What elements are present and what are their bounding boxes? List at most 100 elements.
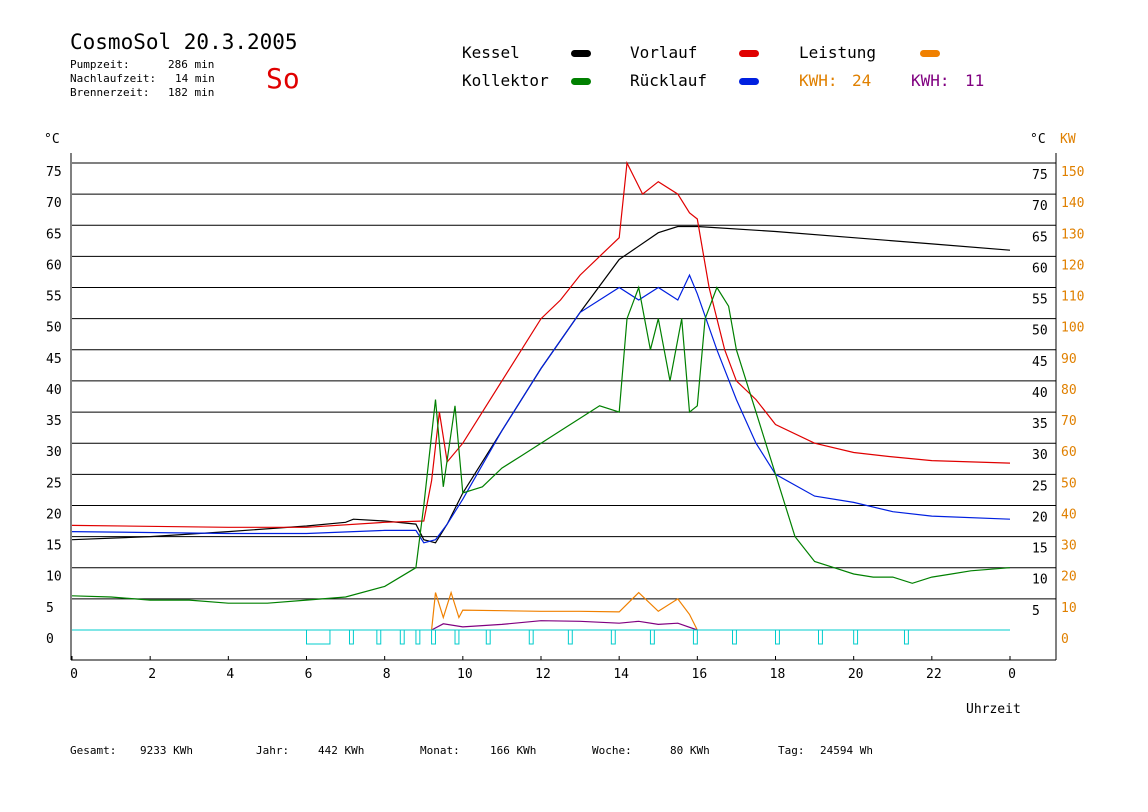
pump-pulse <box>567 630 573 645</box>
legend-kwh-orange-label: KWH: <box>799 71 838 90</box>
y-tick-label-left: 65 <box>46 227 62 242</box>
footer-tag-label: Tag: <box>778 744 805 757</box>
y-tick-label-right-temp: 20 <box>1032 510 1048 525</box>
legend-vorlauf-swatch <box>739 50 759 57</box>
legend-kessel-label: Kessel <box>462 43 520 62</box>
x-tick-label: 8 <box>383 667 391 682</box>
y-tick-label-right-temp: 75 <box>1032 168 1048 183</box>
pumpzeit-label: Pumpzeit: <box>70 58 130 71</box>
x-tick-label: 16 <box>692 667 708 682</box>
y-tick-label-right-temp: 35 <box>1032 417 1048 432</box>
y2-tick-label: 100 <box>1061 321 1084 336</box>
y2-tick-label: 40 <box>1061 507 1077 522</box>
y-tick-label-left: 15 <box>46 539 62 554</box>
y-tick-label-right-temp: 5 <box>1032 604 1040 619</box>
vorlauf-line <box>71 160 1011 528</box>
footer-jahr-label: Jahr: <box>256 744 290 757</box>
y-tick-label-right-temp: 15 <box>1032 542 1048 557</box>
y-axis-right-power-unit: KW <box>1060 132 1076 147</box>
y-tick-label-right-temp: 70 <box>1032 199 1048 214</box>
footer-monat-label: Monat: <box>420 744 460 757</box>
leistung-line <box>431 590 698 631</box>
grid-lines <box>72 162 1056 600</box>
y-tick-label-right-temp: 30 <box>1032 448 1048 463</box>
y-tick-label-right-temp: 40 <box>1032 386 1048 401</box>
r-cklauf-line <box>71 273 1011 544</box>
x-tick-label: 4 <box>226 667 234 682</box>
pump-pulse <box>528 630 534 645</box>
y-tick-label-left: 45 <box>46 352 62 367</box>
pump-pulse <box>348 630 354 645</box>
footer-woche-value: 80 KWh <box>670 744 710 757</box>
y2-tick-label: 60 <box>1061 445 1077 460</box>
day-symbol: So <box>266 62 300 95</box>
kessel-line <box>71 225 1011 544</box>
y-tick-label-right-temp: 60 <box>1032 261 1048 276</box>
pump-pulse <box>415 630 421 645</box>
y2-tick-label: 10 <box>1061 601 1077 616</box>
y2-tick-label: 110 <box>1061 290 1084 305</box>
y-tick-label-left: 0 <box>46 632 54 647</box>
y-tick-label-left: 30 <box>46 445 62 460</box>
pump-pulse <box>610 630 616 645</box>
pump-pulse <box>454 630 460 645</box>
y-tick-label-left: 5 <box>46 601 54 616</box>
y2-tick-label: 20 <box>1061 570 1077 585</box>
pump-pulse <box>775 630 780 645</box>
pump-pulse <box>732 630 737 645</box>
kollektor-line <box>71 285 1011 604</box>
y-tick-label-left: 10 <box>46 570 62 585</box>
footer-gesamt-label: Gesamt: <box>70 744 117 757</box>
legend-leistung-label: Leistung <box>799 43 877 62</box>
y2-tick-label: 0 <box>1061 632 1069 647</box>
series-lines <box>71 160 1011 645</box>
y2-tick-label: 120 <box>1061 258 1084 273</box>
legend-kwh-purple-label: KWH: <box>911 71 950 90</box>
x-tick-label: 12 <box>535 667 551 682</box>
tick-labels: 0 2 4 6 8 10 12 14 16 18 20 22 005101520253035404550… <box>46 165 1084 682</box>
footer-woche-label: Woche: <box>592 744 632 757</box>
x-tick-label: 0 <box>70 667 78 682</box>
legend-kessel-swatch <box>571 50 591 57</box>
y-tick-label-right-temp: 45 <box>1032 355 1048 370</box>
pump-pulse <box>399 630 405 645</box>
legend-kwh-orange-value: 24 <box>852 71 872 90</box>
y2-tick-label: 30 <box>1061 539 1077 554</box>
y-tick-label-left: 50 <box>46 321 62 336</box>
y2-tick-label: 50 <box>1061 476 1077 491</box>
pump-pulse <box>485 630 491 645</box>
y-tick-label-right-temp: 65 <box>1032 230 1048 245</box>
x-tick-label: 14 <box>613 667 629 682</box>
legend-ruecklauf-swatch <box>739 78 759 85</box>
footer-monat-value: 166 KWh <box>490 744 537 757</box>
footer-tag-value: 24594 Wh <box>820 744 873 757</box>
x-axis-label: Uhrzeit <box>966 702 1021 717</box>
y2-tick-label: 80 <box>1061 383 1077 398</box>
brennerzeit-value: 182 min <box>168 86 215 99</box>
y-tick-label-left: 60 <box>46 258 62 273</box>
y2-tick-label: 70 <box>1061 414 1077 429</box>
y2-tick-label: 150 <box>1061 165 1084 180</box>
footer-gesamt-value: 9233 KWh <box>140 744 193 757</box>
series-5-line <box>431 620 698 631</box>
pump-pulse <box>692 630 698 645</box>
y-axis-right-temp-unit: °C <box>1030 132 1046 147</box>
axes <box>70 153 1057 661</box>
y-tick-label-right-temp: 55 <box>1032 293 1048 308</box>
x-tick-label: 10 <box>457 667 473 682</box>
legend-leistung-swatch <box>920 50 940 57</box>
y-tick-label-left: 75 <box>46 165 62 180</box>
y-tick-label-right-temp: 25 <box>1032 479 1048 494</box>
y-tick-label-left: 20 <box>46 507 62 522</box>
y-tick-label-right-temp: 10 <box>1032 573 1048 588</box>
x-tick-label: 18 <box>770 667 786 682</box>
y-tick-label-left: 55 <box>46 290 62 305</box>
y2-tick-label: 130 <box>1061 227 1084 242</box>
pump-pulse <box>853 630 859 645</box>
pump-pulse <box>817 630 823 645</box>
y-tick-label-left: 25 <box>46 476 62 491</box>
x-tick-label: 20 <box>848 667 864 682</box>
brennerzeit-label: Brennerzeit: <box>70 86 150 99</box>
legend-kollektor-swatch <box>571 78 591 85</box>
x-tick-label: 6 <box>305 667 313 682</box>
